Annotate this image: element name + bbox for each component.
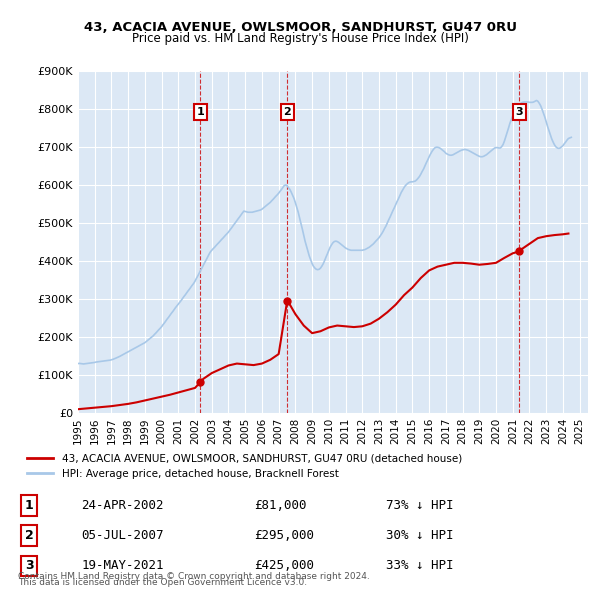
- Text: 2: 2: [25, 529, 34, 542]
- Text: 19-MAY-2021: 19-MAY-2021: [81, 559, 164, 572]
- Text: 3: 3: [515, 107, 523, 117]
- Text: £425,000: £425,000: [254, 559, 314, 572]
- Text: 2: 2: [283, 107, 291, 117]
- Text: £295,000: £295,000: [254, 529, 314, 542]
- Text: 73% ↓ HPI: 73% ↓ HPI: [386, 499, 454, 512]
- Text: 30% ↓ HPI: 30% ↓ HPI: [386, 529, 454, 542]
- Text: 1: 1: [196, 107, 204, 117]
- Text: £81,000: £81,000: [254, 499, 307, 512]
- Text: 24-APR-2002: 24-APR-2002: [81, 499, 164, 512]
- Text: 33% ↓ HPI: 33% ↓ HPI: [386, 559, 454, 572]
- Text: 3: 3: [25, 559, 34, 572]
- Legend: 43, ACACIA AVENUE, OWLSMOOR, SANDHURST, GU47 0RU (detached house), HPI: Average : 43, ACACIA AVENUE, OWLSMOOR, SANDHURST, …: [23, 450, 466, 483]
- Text: 43, ACACIA AVENUE, OWLSMOOR, SANDHURST, GU47 0RU: 43, ACACIA AVENUE, OWLSMOOR, SANDHURST, …: [83, 21, 517, 34]
- Text: Contains HM Land Registry data © Crown copyright and database right 2024.: Contains HM Land Registry data © Crown c…: [18, 572, 370, 581]
- Text: 1: 1: [25, 499, 34, 512]
- Text: 05-JUL-2007: 05-JUL-2007: [81, 529, 164, 542]
- Text: This data is licensed under the Open Government Licence v3.0.: This data is licensed under the Open Gov…: [18, 578, 307, 587]
- Text: Price paid vs. HM Land Registry's House Price Index (HPI): Price paid vs. HM Land Registry's House …: [131, 32, 469, 45]
